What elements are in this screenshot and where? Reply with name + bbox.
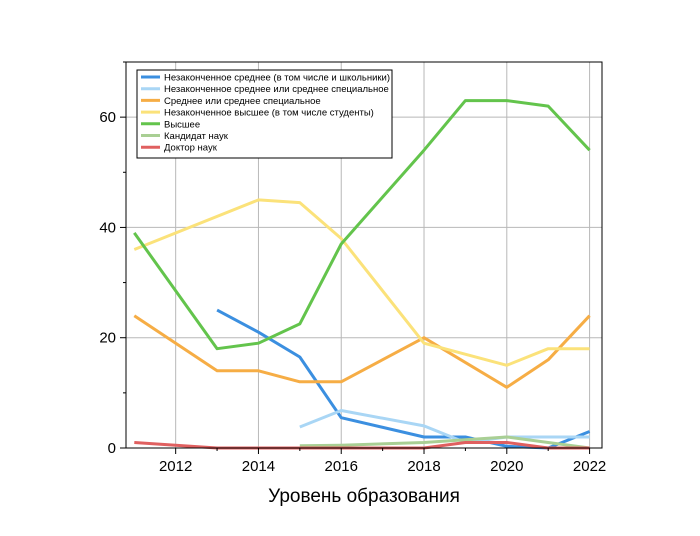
legend: Незаконченное среднее (в том числе и шко… — [136, 69, 393, 159]
y-tick-label: 60 — [99, 109, 116, 126]
series-line — [216, 308, 591, 450]
series-line — [133, 314, 591, 389]
series-line — [133, 198, 590, 367]
legend-box — [136, 69, 393, 159]
plot-frame — [125, 61, 603, 449]
series-line — [299, 435, 590, 450]
legend-label: Незаконченное высшее (в том числе студен… — [164, 108, 374, 119]
x-tick-label: 2012 — [159, 458, 192, 475]
y-tick-label: 20 — [99, 330, 116, 347]
x-tick-label: 2020 — [490, 458, 523, 475]
series-lines — [133, 99, 591, 450]
legend-label: Незаконченное среднее (в том числе и шко… — [164, 73, 390, 84]
x-tick-label: 2022 — [573, 458, 606, 475]
legend-label: Среднее или среднее специальное — [164, 96, 321, 107]
legend-label: Кандидат наук — [164, 131, 229, 142]
x-tick-label: 2016 — [325, 458, 358, 475]
legend-label: Незаконченное среднее или среднее специа… — [164, 84, 389, 95]
series-line — [133, 99, 591, 351]
y-tick-label: 0 — [108, 440, 116, 457]
y-tick-label: 40 — [99, 219, 116, 236]
x-tick-label: 2014 — [242, 458, 275, 475]
x-axis-title: Уровень образования — [268, 486, 460, 507]
legend-label: Высшее — [164, 119, 200, 130]
x-tick-label: 2018 — [407, 458, 440, 475]
axis-ticks: 2012 2014 2016 2018 2020 2022 0 20 40 60 — [99, 61, 606, 475]
legend-label: Доктор наук — [164, 143, 218, 154]
